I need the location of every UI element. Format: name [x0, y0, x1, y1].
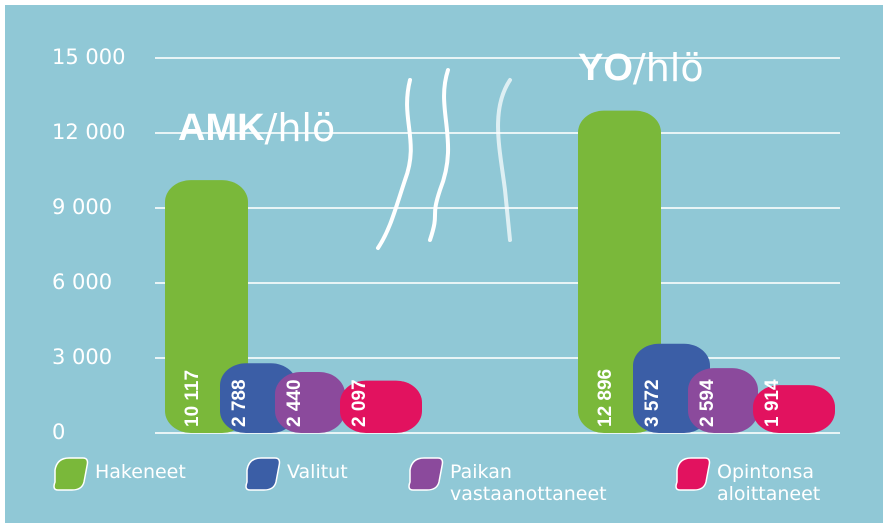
group-name: YO: [578, 47, 633, 89]
group-title: AMK/hlö: [178, 106, 335, 150]
y-tick-label: 15 000: [52, 45, 125, 69]
y-tick-label: 3 000: [52, 345, 112, 369]
legend-label: Valitut: [287, 461, 348, 483]
group-title: YO/hlö: [578, 46, 704, 90]
legend-swatch: [53, 457, 89, 491]
bar: [165, 180, 248, 433]
bar: [275, 372, 345, 433]
legend-swatch: [675, 457, 711, 491]
legend-label: Hakeneet: [95, 461, 186, 483]
y-tick-label: 6 000: [52, 270, 112, 294]
y-tick-label: 0: [52, 420, 65, 444]
value-label: 2 788: [229, 379, 250, 427]
legend-label: Opintonsa aloittaneet: [717, 461, 821, 505]
value-label: 10 117: [182, 370, 203, 427]
bar: [753, 385, 835, 433]
group-name: AMK: [178, 107, 265, 149]
legend-label: Paikan vastaanottaneet: [450, 461, 607, 505]
legend-swatch: [408, 457, 444, 491]
bar: [688, 368, 758, 433]
bar: [340, 380, 422, 433]
value-label: 2 440: [284, 379, 305, 427]
legend-swatch: [245, 457, 281, 491]
group-unit: /hlö: [265, 106, 336, 150]
y-tick-label: 9 000: [52, 195, 112, 219]
value-label: 12 896: [595, 369, 616, 427]
value-label: 2 097: [349, 379, 370, 427]
value-label: 2 594: [697, 379, 718, 427]
group-unit: /hlö: [633, 46, 704, 90]
value-label: 1 914: [762, 379, 783, 427]
figures: [376, 68, 512, 250]
value-label: 3 572: [642, 379, 663, 427]
y-tick-label: 12 000: [52, 120, 125, 144]
